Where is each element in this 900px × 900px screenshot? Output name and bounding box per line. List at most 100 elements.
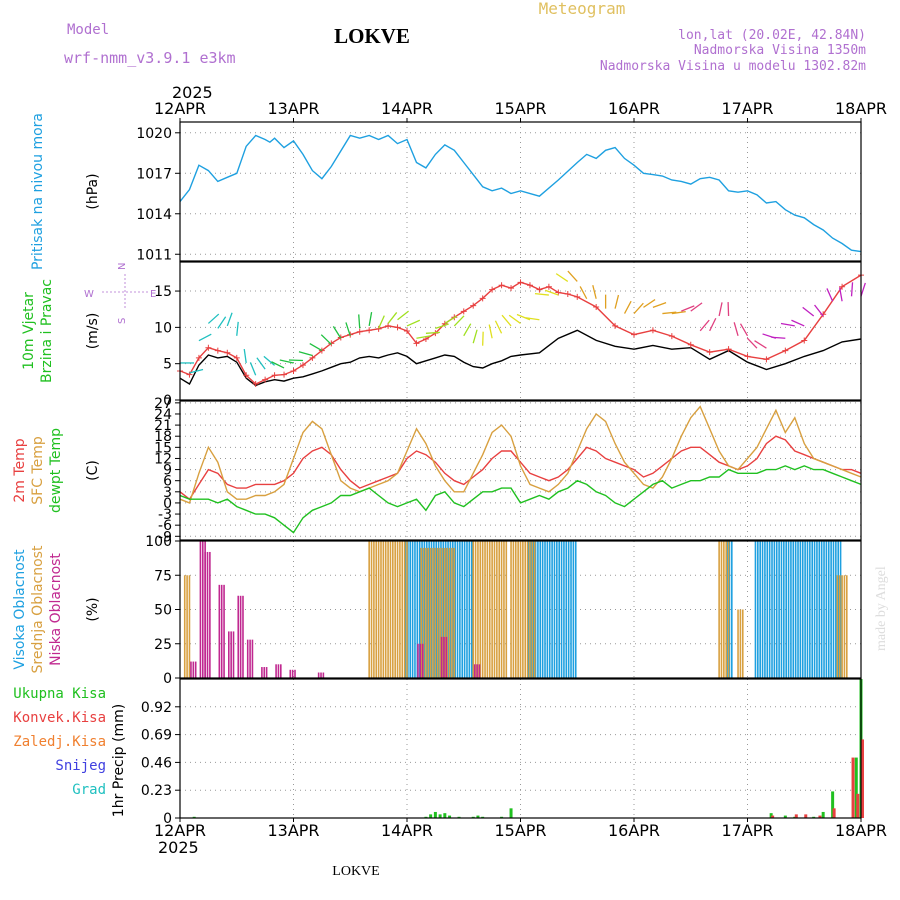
x-tick-label-top: 14APR (381, 99, 433, 118)
clouds-ylabel: Srednja Oblacnost (30, 545, 46, 673)
precip-bar (861, 739, 864, 818)
gust-marker (309, 354, 316, 361)
precip-bar (448, 815, 452, 818)
gust-marker (299, 362, 306, 369)
precip-bar (471, 816, 475, 818)
wind-arrow (754, 340, 767, 349)
precip-bar (821, 811, 825, 818)
temperature-ytick-label: 15 (154, 440, 172, 456)
precip-bar (424, 816, 428, 818)
precip-ytick-label: 0.23 (141, 783, 172, 799)
compass-s: S (117, 318, 128, 324)
wind-arrow (671, 310, 686, 315)
gust-marker (356, 328, 363, 335)
model-label: Model (67, 22, 109, 38)
temperature-ytick-label: -6 (158, 518, 172, 534)
gust-marker (470, 302, 477, 309)
wind-arrow (397, 310, 409, 321)
gust-marker (612, 322, 619, 329)
precip-bar (509, 808, 513, 818)
x-tick-label-bottom: 15APR (494, 821, 546, 840)
precip-ytick-label: 0 (163, 811, 172, 827)
precip-bar (429, 814, 433, 818)
x-tick-label-bottom: 14APR (381, 821, 433, 840)
precip-bar (832, 808, 836, 818)
compass-e: E (150, 289, 156, 300)
temperature-ytick-label: 3 (163, 485, 172, 501)
elevation-label: Nadmorska Visina 1350m (694, 43, 866, 58)
wind-arrow (826, 288, 834, 302)
pressure-series-line (179, 134, 862, 253)
wind-arrow (444, 315, 458, 324)
gust-marker (593, 304, 600, 311)
wind-arrow (263, 355, 276, 366)
gust-marker (631, 331, 637, 338)
clouds-panel: 0 25 50 75 100 Visoka Oblacnost Srednja Oblacn… (12, 534, 862, 687)
clouds-ytick-label: 100 (145, 534, 172, 550)
compass-cross (102, 274, 148, 310)
wind-arrow (189, 368, 204, 374)
temperature-ytick-label: 0 (163, 496, 172, 512)
gust-marker (281, 371, 288, 378)
wind-arrow (320, 334, 332, 345)
precip-legend-item: Zaledj.Kisa (13, 734, 106, 750)
gust-marker (489, 286, 496, 293)
wind-ytick-label: 0 (163, 393, 172, 409)
wind-arrow (243, 349, 247, 364)
temperature-series-line (179, 465, 862, 534)
pressure-ytick-label: 1011 (136, 247, 172, 263)
wind-arrow (525, 317, 540, 321)
gust-marker (214, 347, 221, 354)
gust-marker (782, 347, 789, 354)
wind-arrow (802, 306, 815, 317)
gust-marker (508, 285, 515, 292)
gust-marker (413, 340, 420, 347)
wind-arrow (298, 351, 313, 357)
pressure-unit: (hPa) (85, 173, 101, 209)
temperature-ytick-label: 21 (154, 418, 172, 434)
clouds-ytick-label: 0 (163, 671, 172, 687)
gust-marker (243, 372, 250, 379)
temperature-frame (179, 400, 862, 541)
gust-marker (526, 282, 533, 289)
clouds-unit: (%) (85, 597, 101, 621)
gust-marker (479, 295, 486, 302)
wind-arrow (472, 329, 478, 344)
wind-arrow (652, 301, 667, 309)
wind-arrow (345, 322, 351, 336)
gust-marker (262, 376, 269, 383)
temperature-series-line (179, 435, 862, 501)
wind-arrow (534, 292, 549, 296)
precip-bar (500, 816, 504, 818)
precip-ylabel: 1hr Precip (mm) (111, 704, 127, 817)
wind-arrow (544, 289, 559, 296)
precip-ytick-label: 0.92 (141, 700, 172, 716)
gust-marker (394, 324, 401, 331)
plot-area: 1011 1014 1017 1020 Pritisak na nivou mora (h… (12, 99, 887, 840)
precip-bar (812, 816, 816, 818)
wind-arrow (718, 302, 723, 317)
wind-arrow (217, 316, 227, 329)
wind-ylabel: Brzina i Pravac (39, 279, 55, 383)
precip-bar (856, 793, 860, 818)
temperature-ytick-label: 18 (154, 429, 172, 445)
wind-arrow (226, 312, 233, 327)
temperature-ytick-label: 6 (163, 474, 172, 490)
pressure-ytick-label: 1017 (136, 166, 172, 182)
wind-arrow (579, 286, 588, 300)
footer-station: LOKVE (332, 864, 379, 879)
year-top: 2025 (172, 83, 213, 102)
wind-arrow (614, 294, 620, 309)
x-tick-label-top: 12APR (154, 99, 206, 118)
gust-marker (517, 279, 524, 286)
credit-label: made by Angel (874, 566, 889, 651)
wind-arrow (332, 326, 342, 339)
temperature-ylabel: 2m Temp (12, 438, 28, 502)
pressure-panel: 1011 1014 1017 1020 Pritisak na nivou mora (h… (30, 113, 862, 270)
clouds-ytick-label: 50 (154, 603, 172, 619)
precip-bar (771, 815, 775, 818)
x-tick-label-bottom: 13APR (267, 821, 319, 840)
gust-marker (205, 344, 212, 351)
clouds-ylabel: Niska Oblacnost (48, 553, 64, 666)
wind-arrow (501, 314, 512, 327)
